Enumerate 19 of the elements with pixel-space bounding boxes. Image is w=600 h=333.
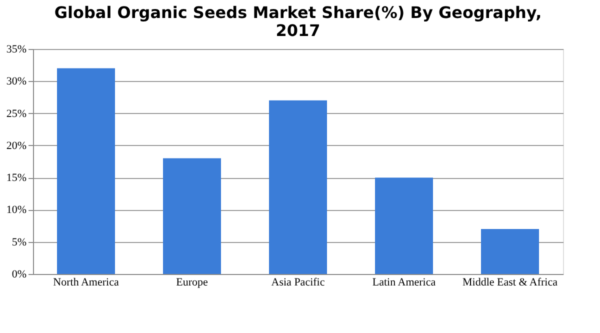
y-tick-label: 15% [6,172,26,184]
y-tick-label: 20% [6,140,26,152]
x-tick-label: Europe [176,276,208,288]
y-tick-label: 10% [6,204,26,216]
x-tick-label: Asia Pacific [271,276,325,288]
bar [375,178,433,274]
x-tick-label: North America [53,276,119,288]
x-tick-label: Middle East & Africa [462,276,558,288]
y-tick-label: 35% [6,44,26,56]
y-tick-label: 5% [12,236,26,248]
bar [57,68,115,274]
y-tick-label: 0% [12,268,26,280]
bar [163,158,221,274]
x-tick-label: Latin America [372,276,436,288]
bar [481,229,539,274]
chart-title: Global Organic Seeds Market Share(%) By Geography, 2017 [54,3,542,40]
y-tick-label: 25% [6,108,26,120]
bar [269,100,327,274]
y-tick-label: 30% [6,76,26,88]
